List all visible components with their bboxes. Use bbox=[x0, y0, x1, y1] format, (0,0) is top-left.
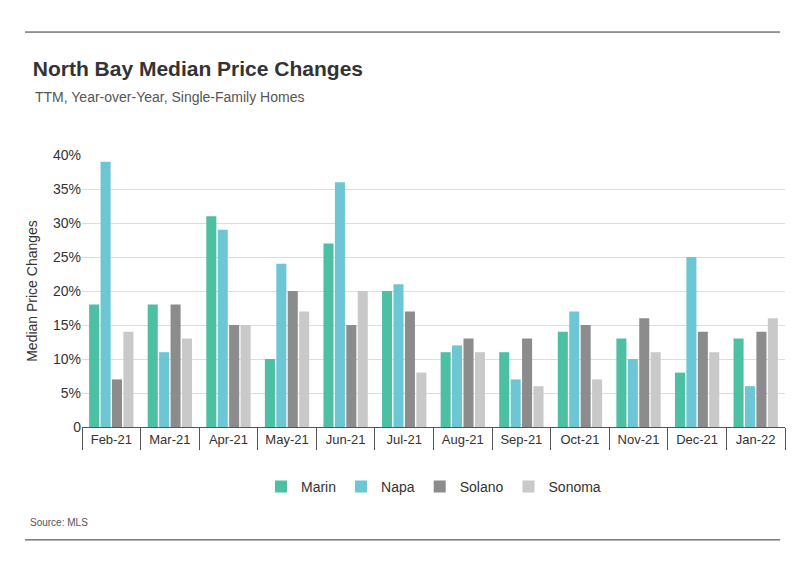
svg-text:Nov-21: Nov-21 bbox=[618, 432, 660, 447]
svg-text:Sep-21: Sep-21 bbox=[500, 432, 542, 447]
svg-text:Dec-21: Dec-21 bbox=[676, 432, 718, 447]
svg-text:TTM, Year-over-Year, Single-Fa: TTM, Year-over-Year, Single-Family Homes bbox=[35, 89, 304, 105]
svg-text:Solano: Solano bbox=[460, 479, 504, 495]
svg-text:Source: MLS: Source: MLS bbox=[30, 517, 88, 528]
svg-text:Jan-22: Jan-22 bbox=[736, 432, 776, 447]
svg-text:Feb-21: Feb-21 bbox=[91, 432, 132, 447]
svg-text:North Bay Median Price Changes: North Bay Median Price Changes bbox=[33, 57, 363, 80]
svg-text:Median Price Changes: Median Price Changes bbox=[24, 220, 40, 362]
svg-text:10%: 10% bbox=[53, 351, 81, 367]
svg-text:40%: 40% bbox=[53, 147, 81, 163]
svg-text:Sonoma: Sonoma bbox=[549, 479, 601, 495]
svg-text:15%: 15% bbox=[53, 317, 81, 333]
svg-text:5%: 5% bbox=[61, 385, 81, 401]
svg-text:35%: 35% bbox=[53, 181, 81, 197]
svg-text:0: 0 bbox=[73, 419, 81, 435]
svg-text:30%: 30% bbox=[53, 215, 81, 231]
svg-text:Napa: Napa bbox=[381, 479, 415, 495]
svg-text:20%: 20% bbox=[53, 283, 81, 299]
svg-text:25%: 25% bbox=[53, 249, 81, 265]
svg-text:Marin: Marin bbox=[301, 479, 336, 495]
svg-text:Oct-21: Oct-21 bbox=[560, 432, 599, 447]
svg-text:Jun-21: Jun-21 bbox=[326, 432, 366, 447]
svg-text:Aug-21: Aug-21 bbox=[442, 432, 484, 447]
svg-text:Jul-21: Jul-21 bbox=[386, 432, 421, 447]
svg-text:May-21: May-21 bbox=[265, 432, 308, 447]
svg-text:Apr-21: Apr-21 bbox=[209, 432, 248, 447]
svg-text:Mar-21: Mar-21 bbox=[149, 432, 190, 447]
